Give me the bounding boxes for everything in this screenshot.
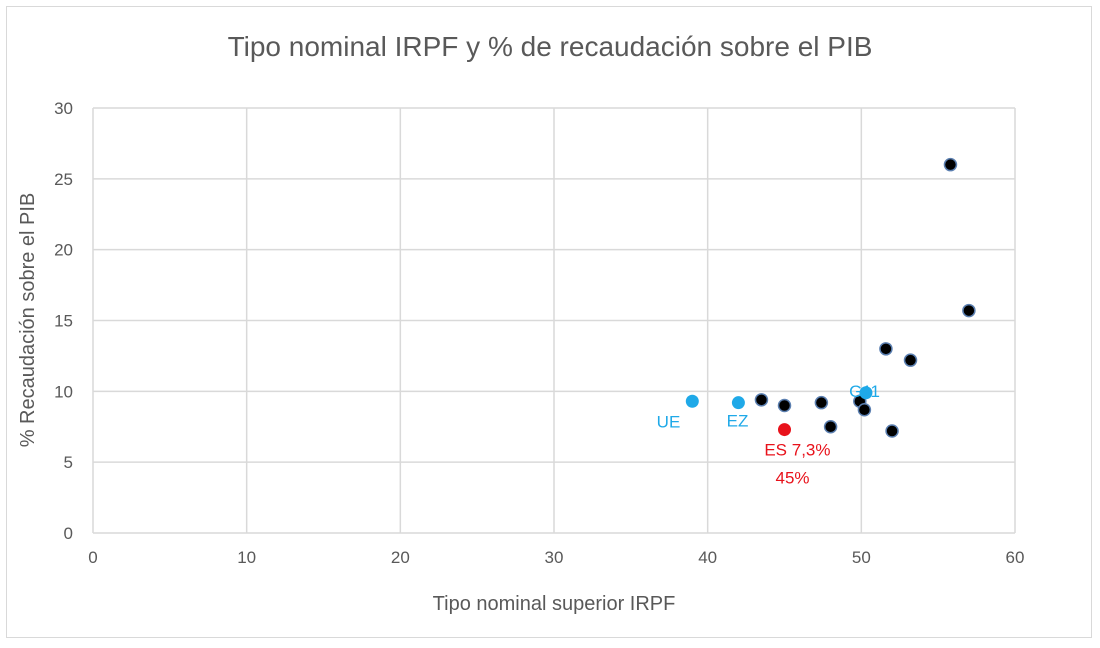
x-tick-label: 40 <box>698 548 717 567</box>
y-tick-label: 20 <box>54 241 73 260</box>
data-point <box>823 420 838 434</box>
y-tick-label: 15 <box>54 312 73 331</box>
point-label: 45% <box>775 469 809 488</box>
x-tick-label: 30 <box>545 548 564 567</box>
data-point <box>885 424 899 438</box>
point-label: ES 7,3% <box>764 441 830 460</box>
data-point <box>857 403 872 417</box>
data-point <box>903 353 918 367</box>
point-label: EZ <box>727 412 749 431</box>
y-tick-label: 10 <box>54 382 73 401</box>
data-point <box>777 398 792 413</box>
data-point <box>943 157 958 172</box>
x-tick-label: 0 <box>88 548 97 567</box>
aggregate-point <box>685 394 699 408</box>
x-tick-label: 60 <box>1006 548 1025 567</box>
y-tick-label: 25 <box>54 170 73 189</box>
highlight-point <box>778 423 791 437</box>
point-label: UE <box>657 412 681 431</box>
data-point <box>814 395 829 410</box>
aggregate-point <box>859 386 873 400</box>
x-tick-label: 20 <box>391 548 410 567</box>
point-label: G11 <box>849 382 880 401</box>
data-point <box>879 342 893 356</box>
x-tick-label: 50 <box>852 548 871 567</box>
chart-title: Tipo nominal IRPF y % de recaudación sob… <box>228 31 873 62</box>
x-tick-label: 10 <box>237 548 256 567</box>
y-tick-label: 30 <box>54 99 73 118</box>
y-tick-label: 5 <box>64 453 73 472</box>
y-tick-label: 0 <box>64 524 73 543</box>
x-axis-title: Tipo nominal superior IRPF <box>433 593 676 615</box>
aggregate-point <box>731 396 745 410</box>
data-point <box>962 303 976 318</box>
chart-frame <box>6 6 1092 638</box>
data-point <box>754 393 769 407</box>
y-axis-title: % Recaudación sobre el PIB <box>17 193 39 448</box>
